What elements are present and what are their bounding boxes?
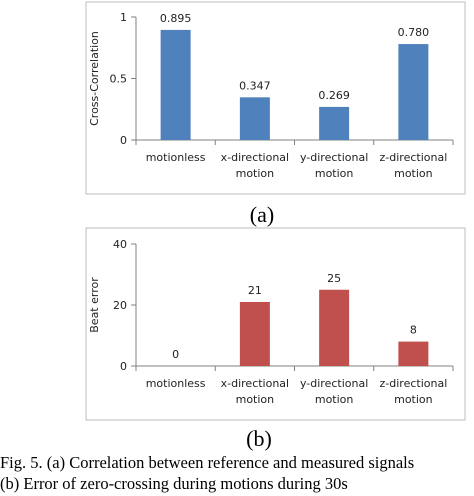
data-label: 21 — [248, 284, 262, 297]
x-category-label: motion — [236, 167, 275, 180]
x-category-label: motion — [315, 393, 354, 406]
x-category-label: x-directional — [221, 377, 289, 390]
bar — [319, 106, 350, 140]
bar — [398, 341, 429, 366]
data-label: 0.269 — [318, 89, 350, 102]
chart-frame — [85, 1, 466, 195]
x-category-label: y-directional — [300, 377, 368, 390]
x-category-label: y-directional — [300, 151, 368, 164]
x-category-label: z-directional — [380, 151, 448, 164]
bar — [239, 97, 270, 140]
y-tick-label: 1 — [120, 11, 127, 24]
figure-caption-line-2: (b) Error of zero-crossing during motion… — [0, 474, 348, 493]
x-category-label: motionless — [146, 151, 206, 164]
panel-label-a: (a) — [250, 202, 274, 227]
data-label: 8 — [410, 324, 417, 337]
y-tick-label: 0.5 — [110, 73, 128, 86]
y-tick-label: 20 — [113, 299, 127, 312]
y-axis-label: Beat error — [88, 277, 101, 333]
data-label: 0 — [172, 348, 179, 361]
chart-a: 0 0.5 1 Cross-Correlation 0.895 motionless 0.3… — [85, 1, 466, 195]
data-label: 0.780 — [398, 26, 430, 39]
x-category-label: motion — [236, 393, 275, 406]
data-label: 0.347 — [239, 79, 271, 92]
bar — [398, 44, 429, 141]
y-tick-label: 0 — [120, 134, 127, 147]
data-label: 25 — [327, 272, 341, 285]
y-tick-label: 0 — [120, 360, 127, 373]
x-category-label: motion — [315, 167, 354, 180]
figure-caption-line-1: Fig. 5. (a) Correlation between referenc… — [0, 453, 415, 472]
x-category-label: x-directional — [221, 151, 289, 164]
bar — [239, 301, 270, 366]
panel-label-b: (b) — [246, 426, 272, 451]
bar — [160, 29, 191, 140]
y-tick-label: 40 — [113, 238, 127, 251]
x-category-label: motionless — [146, 377, 206, 390]
chart-b: 0 20 40 Beat error 0 motionless 21 x-directiona… — [85, 227, 466, 421]
x-category-label: z-directional — [380, 377, 448, 390]
x-category-label: motion — [394, 393, 433, 406]
bar — [319, 289, 350, 366]
chart-frame — [85, 227, 466, 421]
data-label: 0.895 — [160, 12, 192, 25]
x-category-label: motion — [394, 167, 433, 180]
y-axis-label: Cross-Correlation — [88, 31, 101, 126]
